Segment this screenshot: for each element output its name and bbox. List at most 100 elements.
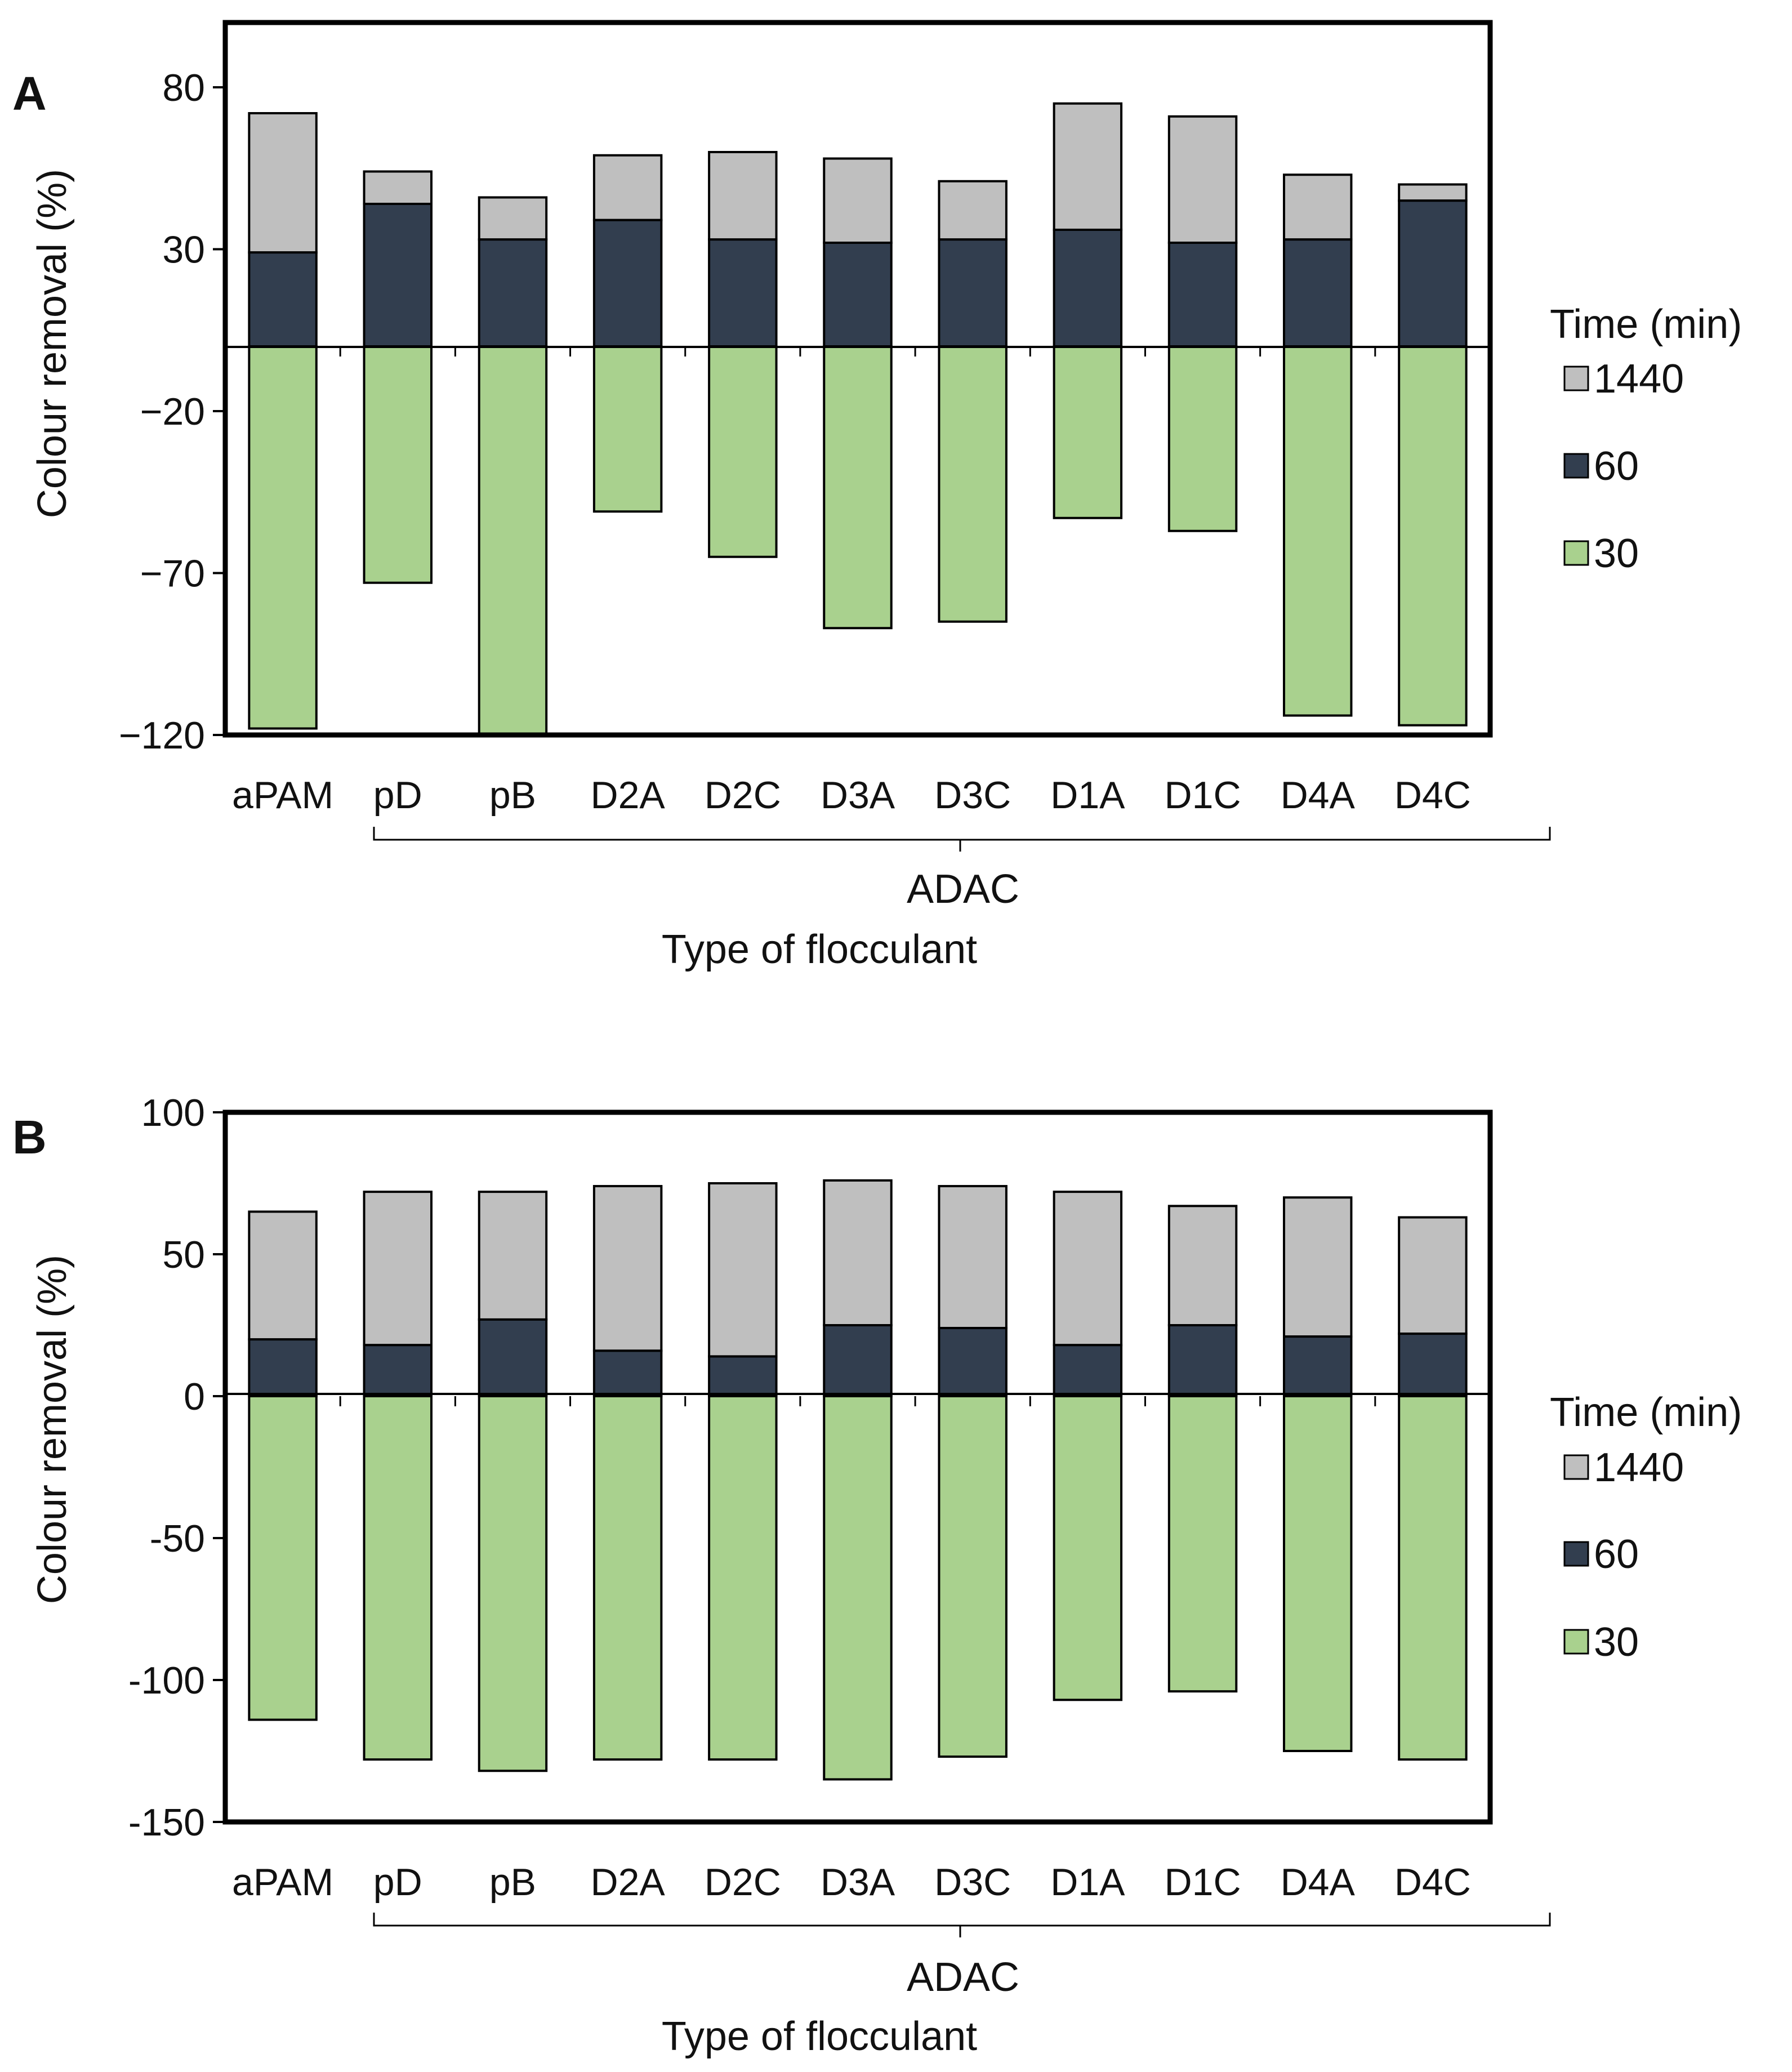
panel-a-category-d3c: D3C — [934, 774, 1011, 817]
panel-a-bar-1440-d4a — [1283, 173, 1353, 241]
panel-b-bar-60-d4a — [1283, 1335, 1353, 1397]
panel-b-legend-swatch-60 — [1563, 1541, 1589, 1567]
panel-b-bar-30-d4c — [1398, 1395, 1468, 1761]
panel-a-bar-1440-apam — [248, 112, 318, 254]
panel-b-bar-60-d4c — [1398, 1333, 1468, 1398]
panel-a-bar-1440-pb — [478, 196, 548, 241]
panel-a-bar-30-d4c — [1398, 345, 1468, 727]
panel-a-bar-30-pd — [363, 345, 433, 584]
panel-b-bar-60-pd — [363, 1344, 433, 1398]
panel-b-label: B — [12, 1111, 47, 1164]
panel-b-category-pb: pB — [489, 1861, 536, 1904]
panel-a-legend-title: Time (min) — [1550, 302, 1742, 347]
panel-a-category-d4c: D4C — [1394, 774, 1471, 817]
panel-b-bar-30-pd — [363, 1395, 433, 1761]
panel-a-bar-30-d1a — [1053, 345, 1123, 519]
panel-a-legend-swatch-1440 — [1563, 366, 1589, 391]
panel-b-y-tick-label: 50 — [162, 1233, 205, 1276]
panel-b-bar-60-d2c — [708, 1355, 778, 1397]
panel-b-category-labels: aPAM pD pB D2A D2C D3A D3C D1A D1C D4A D4C — [232, 1861, 1471, 1904]
panel-a-y-tick-label: −120 — [119, 714, 205, 757]
panel-a-bar-60-d1a — [1053, 229, 1123, 347]
panel-b-legend-entry-60: 60 — [1594, 1532, 1639, 1577]
panel-a-category-pd: pD — [373, 774, 422, 817]
panel-a-category-d4a: D4A — [1281, 774, 1356, 817]
panel-b-category-d3c: D3C — [934, 1861, 1011, 1904]
panel-b-bar-30-d2a — [592, 1395, 663, 1761]
panel-a-bar-60-d3c — [938, 238, 1008, 347]
panel-b-category-d2c: D2C — [705, 1861, 781, 1904]
panel-a-bars — [248, 102, 1491, 736]
panel-a-legend-swatch-30 — [1563, 540, 1589, 566]
panel-b-y-tick-label: 0 — [184, 1375, 205, 1418]
panel-a-legend-swatch-60 — [1563, 453, 1589, 479]
panel-b-bar-1440-d1a — [1053, 1191, 1123, 1347]
panel-a-bar-30-d2c — [708, 345, 778, 558]
panel-b-category-d1a: D1A — [1050, 1861, 1125, 1904]
panel-b-bar-30-d1c — [1167, 1395, 1238, 1693]
panel-b-bar-1440-d3a — [823, 1179, 893, 1326]
panel-b-bar-30-d3a — [823, 1395, 893, 1781]
panel-a-bar-1440-d2c — [708, 151, 778, 241]
panel-a-bar-60-d2a — [592, 219, 663, 347]
panel-b-bar-60-pb — [478, 1318, 548, 1397]
panel-a-legend-entry-1440: 1440 — [1594, 357, 1684, 402]
panel-a-bar-60-d2c — [708, 238, 778, 347]
panel-b-plot-frame — [222, 1109, 1493, 1825]
panel-a-bar-1440-d3c — [938, 180, 1008, 241]
panel-b-category-d4c: D4C — [1394, 1861, 1471, 1904]
panel-b-bar-1440-pd — [363, 1191, 433, 1347]
panel-a-bar-1440-d2a — [592, 154, 663, 221]
panel-b-bar-60-d1c — [1167, 1324, 1238, 1397]
panel-a-bar-1440-pd — [363, 170, 433, 205]
panel-b-bar-1440-d1c — [1167, 1205, 1238, 1327]
panel-b-bar-1440-d2a — [592, 1185, 663, 1352]
panel-b-bar-1440-d4a — [1283, 1196, 1353, 1338]
panel-b-y-tick-label: -100 — [128, 1659, 205, 1702]
panel-b-adac-bracket — [373, 1913, 1551, 1937]
panel-b-category-apam: aPAM — [232, 1861, 333, 1904]
panel-a-y-tick-label: −20 — [140, 390, 205, 433]
panel-b-bar-30-d1a — [1053, 1395, 1123, 1701]
panel-b-bar-60-apam — [248, 1338, 318, 1397]
panel-b-bar-1440-pb — [478, 1191, 548, 1321]
panel-b-bar-30-pb — [478, 1395, 548, 1772]
panel-a-y-ticks: 80 30 −20 −70 −120 — [119, 66, 225, 757]
panel-a-bar-60-pd — [363, 203, 433, 347]
panel-a-xlabel: Type of flocculant — [662, 927, 977, 972]
panel-b-bar-30-d3c — [938, 1395, 1008, 1758]
panel-a-category-d2c: D2C — [705, 774, 781, 817]
panel-a-bar-60-d4a — [1283, 238, 1353, 347]
panel-a-y-tick-label: 80 — [162, 66, 205, 109]
panel-a-bar-30-apam — [248, 345, 318, 730]
panel-b-legend-entry-30: 30 — [1594, 1620, 1639, 1665]
panel-b-bar-1440-d3c — [938, 1185, 1008, 1330]
panel-a-y-tick-label: 30 — [162, 229, 205, 271]
panel-b-bar-60-d2a — [592, 1349, 663, 1398]
panel-a-category-d2a: D2A — [590, 774, 665, 817]
panel-a-bar-1440-d1c — [1167, 115, 1238, 244]
panel-b-bar-30-apam — [248, 1395, 318, 1721]
panel-a-category-apam: aPAM — [232, 774, 333, 817]
panel-b-y-tick-label: -150 — [128, 1801, 205, 1844]
panel-a-legend: Time (min) 1440 60 30 — [1550, 302, 1742, 576]
panel-a-ylabel: Colour removal (%) — [30, 169, 75, 518]
panel-a-bar-60-d4c — [1398, 199, 1468, 347]
panel-a-bar-1440-d3a — [823, 157, 893, 244]
panel-b-category-d3a: D3A — [821, 1861, 895, 1904]
panel-b-category-pd: pD — [373, 1861, 422, 1904]
panel-b-bars — [248, 1179, 1491, 1781]
panel-a-bar-30-d4a — [1283, 345, 1353, 717]
panel-b-legend-entry-1440: 1440 — [1594, 1445, 1684, 1490]
panel-a-bar-30-d3a — [823, 345, 893, 630]
panel-a-y-tick-label: −70 — [140, 552, 205, 595]
panel-b-bar-60-d3a — [823, 1324, 893, 1397]
panel-a-bar-1440-d4c — [1398, 183, 1468, 202]
panel-a-bar-60-pb — [478, 238, 548, 347]
panel-a-category-d1a: D1A — [1050, 774, 1125, 817]
panel-a-bar-60-d3a — [823, 242, 893, 347]
panel-b: B Colour removal (%) 100 50 0 -50 -100 -150 a… — [12, 1091, 1742, 2059]
panel-b-legend-title: Time (min) — [1550, 1390, 1742, 1435]
panel-a-category-pb: pB — [489, 774, 536, 817]
